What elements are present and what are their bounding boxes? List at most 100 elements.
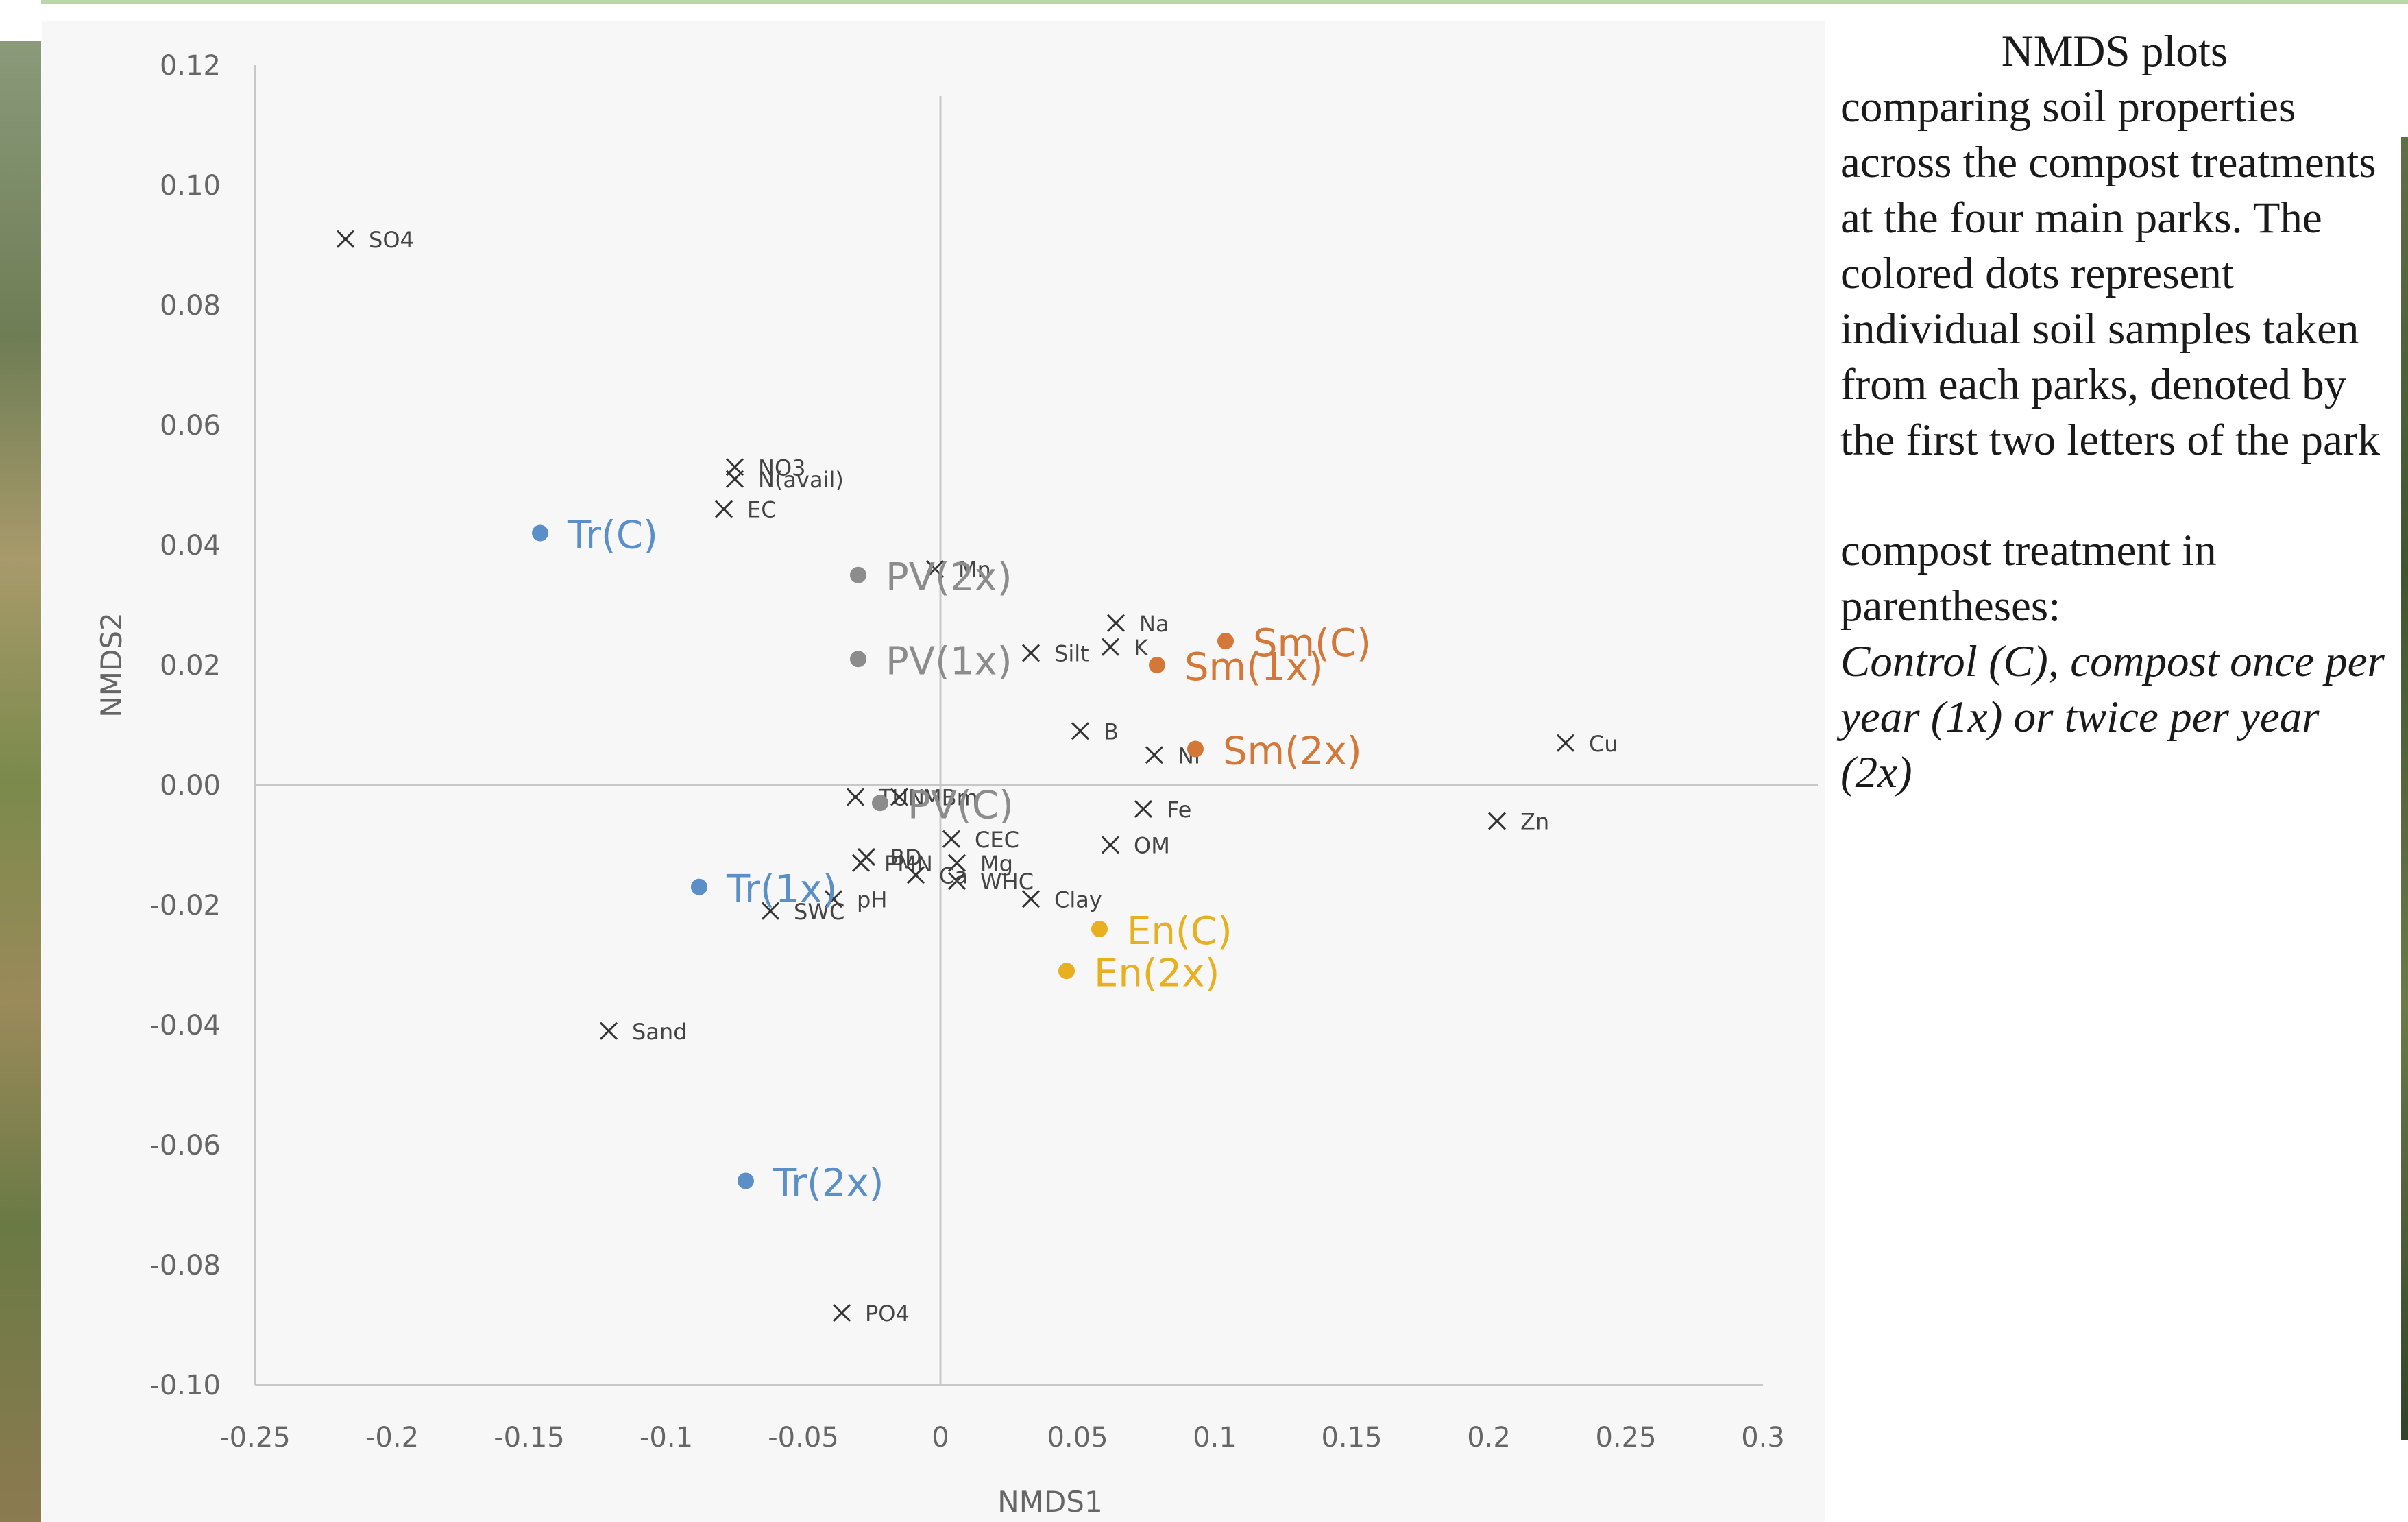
sample-point <box>1187 740 1204 758</box>
sample-label: PV(C) <box>908 783 1014 828</box>
variable-marker-stroke <box>1134 799 1153 819</box>
sample-point <box>850 651 866 668</box>
sample-label: En(C) <box>1127 909 1232 954</box>
y-tick-label: -0.08 <box>150 1250 221 1281</box>
sample-label: Sm(1x) <box>1184 645 1324 690</box>
x-tick-label: 0.05 <box>1047 1422 1108 1453</box>
y-tick-label: -0.10 <box>150 1370 221 1401</box>
variable-marker-stroke <box>947 871 966 891</box>
variable-label: Cu <box>1589 731 1618 757</box>
y-tick-label: 0.10 <box>160 170 221 202</box>
variable-label: Sand <box>632 1019 688 1045</box>
caption-legend-italic: Control (C), compost once per year (1x) … <box>1840 637 2385 797</box>
variable-marker-stroke <box>761 902 780 920</box>
variable-marker <box>1071 722 1090 740</box>
x-tick-label: -0.1 <box>640 1422 693 1453</box>
sample-point <box>850 566 866 583</box>
variable-label: Mg <box>980 851 1013 877</box>
variable-marker <box>851 854 871 872</box>
variable-marker-stroke <box>925 559 945 579</box>
variable-marker <box>599 1022 618 1040</box>
variable-marker-stroke <box>725 470 744 488</box>
variable-label: PMN <box>884 851 933 877</box>
variable-marker-stroke <box>1021 890 1041 908</box>
sample-point <box>1058 963 1075 980</box>
y-tick-label: 0.02 <box>160 650 221 681</box>
variable-marker <box>725 470 744 488</box>
variable-label: CEC <box>975 827 1019 853</box>
variable-label: WHC <box>980 869 1034 895</box>
caption-title: NMDS plots <box>2001 27 2228 76</box>
variable-marker <box>846 788 865 806</box>
sample-label: Sm(2x) <box>1223 729 1362 774</box>
variable-marker <box>906 866 925 884</box>
variable-label: pH <box>857 886 887 913</box>
variable-label: PO4 <box>865 1301 910 1327</box>
chart-axes <box>254 65 1818 1386</box>
variable-marker-stroke <box>942 830 961 848</box>
variable-marker-stroke <box>832 1303 851 1322</box>
variable-label: BD <box>890 845 922 871</box>
x-tick-label: -0.25 <box>219 1422 291 1453</box>
variable-label: SWC <box>794 899 844 925</box>
variable-marker-stroke <box>890 788 909 806</box>
variable-marker-stroke <box>947 854 966 872</box>
variable-label: Zn <box>1520 809 1549 835</box>
variable-marker <box>947 871 966 891</box>
variable-marker <box>1106 614 1126 632</box>
variable-label: EC <box>747 497 777 523</box>
variable-marker <box>1021 644 1041 662</box>
sample-point <box>1217 633 1234 649</box>
variable-marker-stroke <box>1145 746 1164 764</box>
background-photo-strip <box>0 41 41 1522</box>
variable-marker <box>1134 799 1153 819</box>
variable-label: B <box>1104 718 1119 745</box>
chart-sample-points: Tr(C)Tr(1x)Tr(2x)PV(2x)PV(1x)PV(C)Sm(C)S… <box>532 514 1372 1206</box>
y-tick-label: -0.04 <box>150 1010 221 1041</box>
caption-spacer <box>1840 468 2389 523</box>
y-tick-label: -0.06 <box>150 1130 221 1161</box>
y-tick-label: 0.06 <box>160 410 221 442</box>
y-tick-label: 0.08 <box>160 290 221 322</box>
variable-marker-stroke <box>1071 722 1090 740</box>
variable-marker-stroke <box>824 890 843 908</box>
x-tick-label: 0.1 <box>1193 1422 1237 1453</box>
right-photo-edge <box>2401 137 2408 1440</box>
variable-marker-stroke <box>714 500 733 518</box>
sample-point <box>691 878 707 895</box>
chart-tick-labels: -0.25 -0.2 -0.15 -0.1 -0.05 0 0.05 0.1 0.15 0.2 0.… <box>150 50 1785 1453</box>
variable-marker-stroke <box>851 854 871 872</box>
variable-label: SO4 <box>369 227 414 253</box>
variable-marker <box>890 788 909 806</box>
variable-label: K <box>1134 635 1149 661</box>
x-tick-label: 0.2 <box>1467 1422 1511 1453</box>
sample-label: PV(2x) <box>886 555 1012 600</box>
variable-marker-stroke <box>1101 836 1120 854</box>
sample-label: Tr(1x) <box>726 867 837 912</box>
variable-marker <box>1101 638 1120 656</box>
sample-label: En(2x) <box>1094 951 1219 995</box>
variable-marker-stroke <box>1106 614 1126 632</box>
x-tick-label: -0.05 <box>768 1422 839 1453</box>
top-accent-bar <box>41 0 2408 4</box>
variable-marker-stroke <box>846 788 865 806</box>
variable-marker-stroke <box>599 1022 618 1040</box>
y-axis-title: NMDS2 <box>95 612 128 717</box>
variable-label: Mn <box>958 557 991 583</box>
variable-marker-stroke <box>1101 638 1120 656</box>
variable-label: Na <box>1139 611 1169 637</box>
variable-label: Fe <box>1167 797 1191 823</box>
variable-marker <box>1101 836 1120 854</box>
variable-label: Silt <box>1054 641 1089 667</box>
sample-label: PV(1x) <box>886 639 1012 684</box>
sample-point <box>872 795 888 812</box>
variable-marker <box>832 1303 851 1322</box>
nmds-chart-panel: -0.25 -0.2 -0.15 -0.1 -0.05 0 0.05 0.1 0.15 0.2 0.… <box>42 21 1825 1522</box>
y-tick-label: 0.12 <box>160 50 221 82</box>
variable-label: OM <box>1134 833 1170 859</box>
variable-marker-stroke <box>1021 644 1041 662</box>
variable-marker <box>336 230 355 248</box>
nmds-scatter-chart: -0.25 -0.2 -0.15 -0.1 -0.05 0 0.05 0.1 0.15 0.2 0.… <box>95 50 1818 1519</box>
variable-label: Ca <box>939 862 968 889</box>
